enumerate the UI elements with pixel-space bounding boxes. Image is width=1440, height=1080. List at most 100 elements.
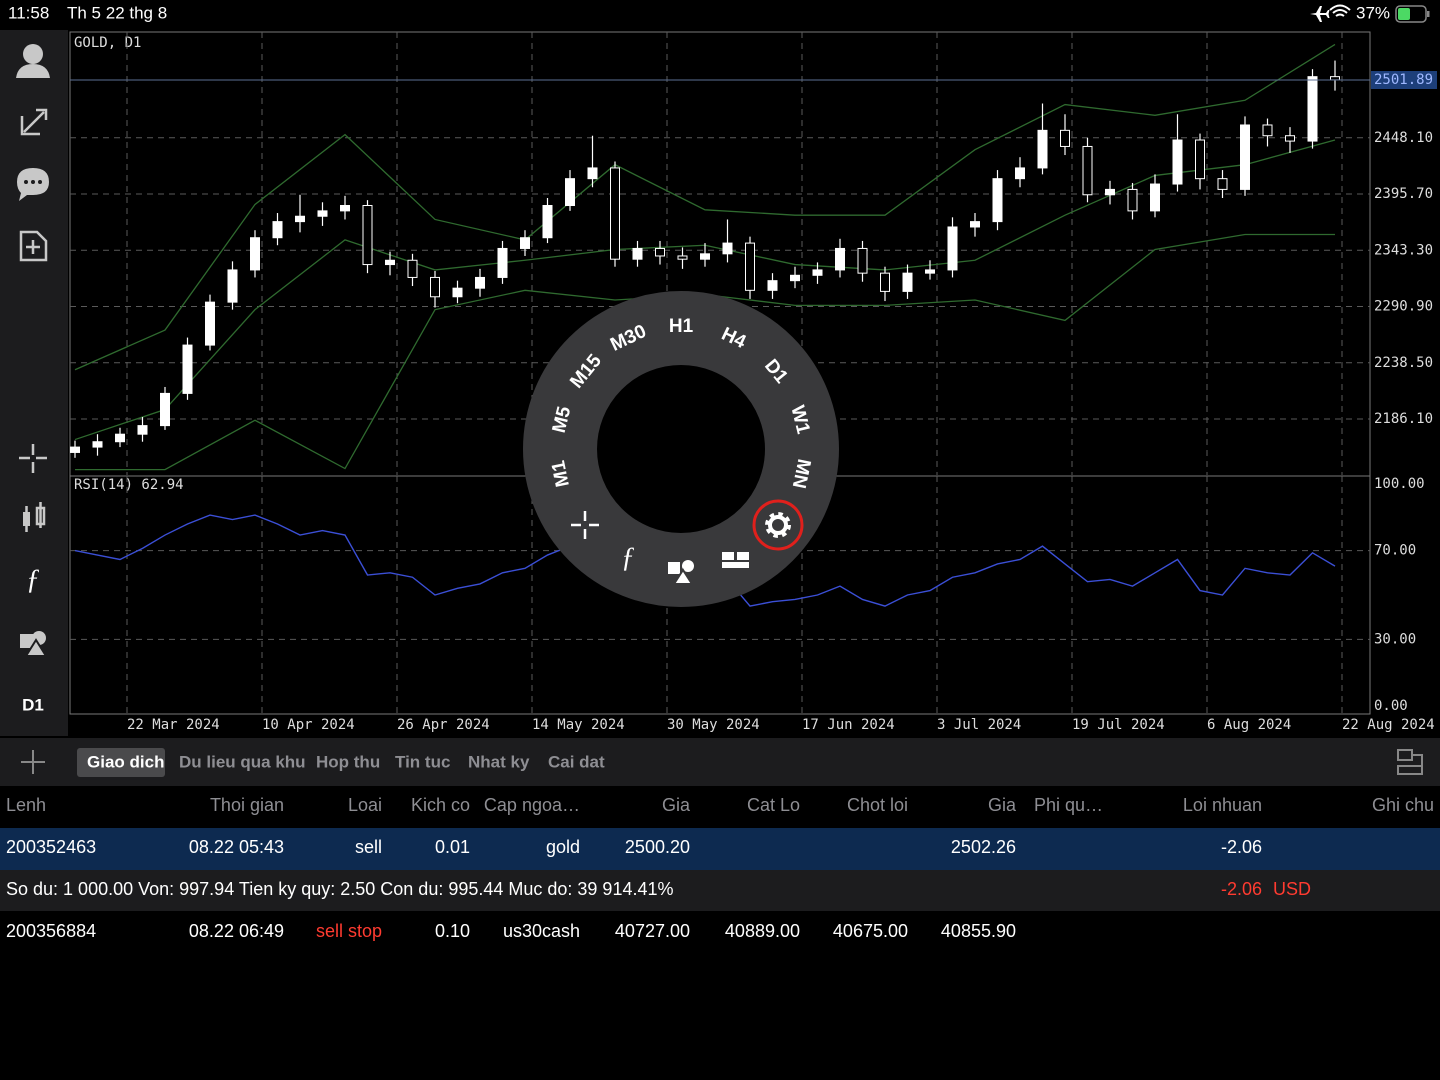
- timeframe-button[interactable]: D1: [22, 695, 44, 714]
- candle-body: [1307, 76, 1318, 142]
- candle-body: [182, 344, 193, 394]
- chat-button[interactable]: [17, 168, 49, 201]
- y-tick-label: 70.00: [1374, 543, 1416, 559]
- battery-level: [1398, 8, 1410, 20]
- column-header: Phi qu…: [1034, 795, 1103, 815]
- table-cell[interactable]: gold: [546, 837, 580, 857]
- table-cell[interactable]: sell: [355, 837, 382, 857]
- table-cell[interactable]: 2502.26: [951, 837, 1016, 857]
- candle-body: [250, 237, 260, 271]
- objects-tool[interactable]: [668, 560, 694, 585]
- candle-body: [857, 247, 868, 274]
- icon: [682, 560, 694, 572]
- icon: [571, 511, 599, 539]
- candle-body: [1127, 188, 1138, 212]
- y-tick-label: 2238.50: [1374, 355, 1433, 371]
- table-cell[interactable]: us30cash: [503, 921, 580, 941]
- candle-body: [947, 226, 958, 271]
- account-button[interactable]: [16, 44, 50, 78]
- candle-body: [542, 205, 553, 239]
- indicator-tool[interactable]: ƒ: [621, 542, 635, 573]
- chart-type-button[interactable]: [23, 502, 46, 532]
- templates-tool[interactable]: [722, 552, 749, 568]
- tab-bar: [0, 738, 1440, 786]
- column-header: Gia: [988, 795, 1017, 815]
- candle-body: [587, 167, 598, 180]
- candle-body: [160, 392, 170, 427]
- candle-body: [1060, 129, 1070, 147]
- highlight-circle: [752, 499, 804, 551]
- table-cell[interactable]: 40727.00: [615, 921, 690, 941]
- column-header: Loai: [348, 795, 382, 815]
- objects-button[interactable]: [20, 631, 48, 657]
- active-tab-background: [77, 748, 165, 777]
- add-button[interactable]: [21, 750, 45, 774]
- table-cell[interactable]: 08.22 06:49: [189, 921, 284, 941]
- icon: [20, 634, 34, 648]
- candle-body: [1262, 124, 1273, 137]
- indicators-button[interactable]: ƒ: [26, 564, 40, 595]
- candle-body: [92, 441, 103, 448]
- tab[interactable]: Nhat ky: [468, 752, 530, 771]
- candle-body: [632, 247, 643, 260]
- candle-body: [70, 446, 80, 453]
- icon: [19, 230, 48, 262]
- icon: [24, 180, 28, 184]
- column-header: Thoi gian: [210, 795, 284, 815]
- candle-body: [520, 237, 530, 249]
- battery-icon: [1395, 5, 1427, 23]
- table-cell[interactable]: 2500.20: [625, 837, 690, 857]
- candle-body: [745, 242, 755, 291]
- candle-body: [970, 221, 980, 228]
- candle-body: [992, 178, 1003, 223]
- settings-tool[interactable]: [752, 499, 804, 551]
- new-order-button[interactable]: [19, 230, 48, 262]
- toolbar: [0, 30, 68, 736]
- table-cell[interactable]: 08.22 05:43: [189, 837, 284, 857]
- trade-button[interactable]: [20, 108, 48, 136]
- y-tick-label: 100.00: [1374, 476, 1425, 492]
- timeframe-option[interactable]: H1: [669, 316, 694, 337]
- candle-body: [902, 272, 913, 292]
- candle-body: [677, 255, 688, 260]
- candle-body: [317, 210, 328, 217]
- tab[interactable]: Cai dat: [548, 752, 605, 771]
- y-tick-label: 0.00: [1374, 698, 1408, 714]
- y-tick-label: 2343.30: [1374, 242, 1433, 258]
- column-header: Cap ngoa…: [484, 795, 580, 815]
- table-cell[interactable]: 200352463: [6, 837, 96, 857]
- crosshair-button[interactable]: [19, 444, 47, 473]
- layout-button[interactable]: [1397, 749, 1423, 775]
- x-tick-label: 10 Apr 2024: [262, 717, 355, 733]
- table-cell[interactable]: 40675.00: [833, 921, 908, 941]
- column-header: Chot loi: [847, 795, 908, 815]
- candle-body: [812, 269, 823, 276]
- selected-row: [0, 828, 1440, 870]
- table-cell[interactable]: 0.01: [435, 837, 470, 857]
- icon: [38, 180, 42, 184]
- table-cell[interactable]: 0.10: [435, 921, 470, 941]
- tab[interactable]: Hop thu: [316, 752, 380, 771]
- column-header: Kich co: [411, 795, 470, 815]
- table-cell[interactable]: -2.06: [1221, 837, 1262, 857]
- tab[interactable]: Du lieu qua khu: [179, 752, 306, 771]
- tab[interactable]: Tin tuc: [395, 752, 450, 771]
- table-cell[interactable]: sell stop: [316, 921, 382, 941]
- y-tick-label: 2395.70: [1374, 186, 1433, 202]
- candle-body: [475, 276, 485, 289]
- crosshair-tool[interactable]: [571, 511, 599, 539]
- candle-body: [655, 247, 665, 257]
- table-cell[interactable]: 200356884: [6, 921, 96, 941]
- summary-currency: USD: [1273, 879, 1311, 899]
- icon: [17, 168, 49, 201]
- candle-body: [1150, 183, 1160, 212]
- y-tick-label: 2186.10: [1374, 411, 1433, 427]
- summary-text: So du: 1 000.00 Von: 997.94 Tien ky quy:…: [6, 879, 674, 899]
- tab[interactable]: Giao dich: [87, 752, 164, 771]
- x-tick-label: 30 May 2024: [667, 717, 760, 733]
- battery-tip: [1427, 11, 1430, 17]
- chart-frame: [69, 31, 1371, 715]
- table-cell[interactable]: 40855.90: [941, 921, 1016, 941]
- y-tick-label: 2290.90: [1374, 299, 1433, 315]
- table-cell[interactable]: 40889.00: [725, 921, 800, 941]
